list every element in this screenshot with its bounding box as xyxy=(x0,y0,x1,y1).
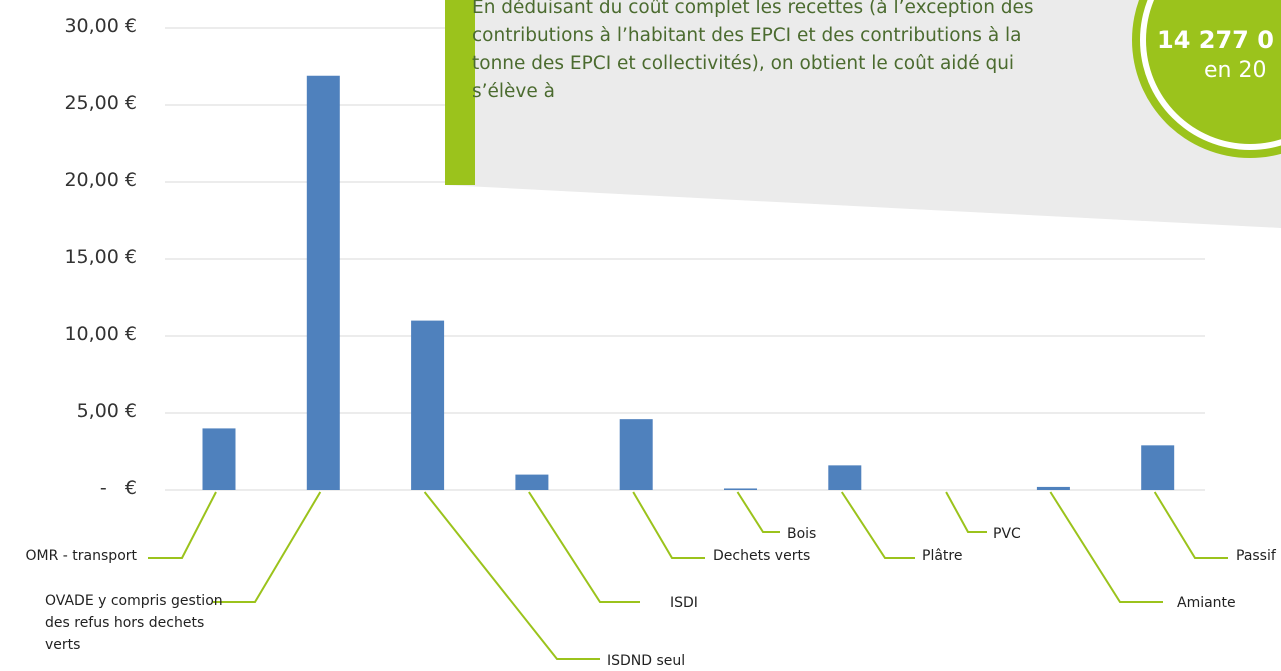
bar xyxy=(1141,445,1175,490)
leader-line xyxy=(528,491,640,603)
y-tick-label: 15,00 € xyxy=(64,246,137,268)
leader-line xyxy=(1153,491,1228,559)
leader-line xyxy=(945,491,987,533)
leader-line xyxy=(423,491,600,660)
y-tick-label: 5,00 € xyxy=(76,400,137,422)
leader-line xyxy=(213,491,322,603)
x-tick-label: Bois xyxy=(787,526,817,542)
y-tick-label: 10,00 € xyxy=(64,323,137,345)
bar xyxy=(202,428,236,490)
callout-accent xyxy=(445,0,475,185)
bar xyxy=(724,488,757,490)
bar xyxy=(515,474,549,490)
x-tick-label: OVADE y compris gestion des refus hors d… xyxy=(45,593,223,653)
callout-box xyxy=(445,0,1281,228)
x-tick-label: Amiante xyxy=(1177,595,1236,611)
badge-sub: en 20 xyxy=(1204,58,1267,83)
bar xyxy=(306,75,340,491)
x-tick-label: PVC xyxy=(993,526,1021,542)
bar xyxy=(1036,486,1070,490)
leader-line xyxy=(1049,491,1163,603)
leader-line xyxy=(736,491,780,533)
x-tick-label: ISDND seul xyxy=(607,653,686,669)
y-tick-label: 25,00 € xyxy=(64,92,137,114)
bar xyxy=(828,465,862,490)
bar xyxy=(411,320,445,490)
y-tick-label: 30,00 € xyxy=(64,15,137,37)
y-tick-label: 20,00 € xyxy=(64,169,137,191)
badge xyxy=(1146,0,1281,144)
y-tick-label: - € xyxy=(99,477,137,499)
leader-line xyxy=(148,491,217,559)
leader-line xyxy=(840,491,915,559)
x-tick-label: ISDI xyxy=(670,595,698,611)
leader-line xyxy=(632,491,705,559)
x-tick-label: Plâtre xyxy=(922,548,963,564)
bar xyxy=(619,419,653,490)
callout-text: En déduisant du coût complet les recette… xyxy=(472,0,1034,102)
badge-value: 14 277 0 xyxy=(1157,26,1274,54)
x-tick-label: Passif xyxy=(1236,548,1276,564)
x-tick-label: Dechets verts xyxy=(713,548,811,564)
x-tick-label: OMR - transport xyxy=(25,548,137,564)
